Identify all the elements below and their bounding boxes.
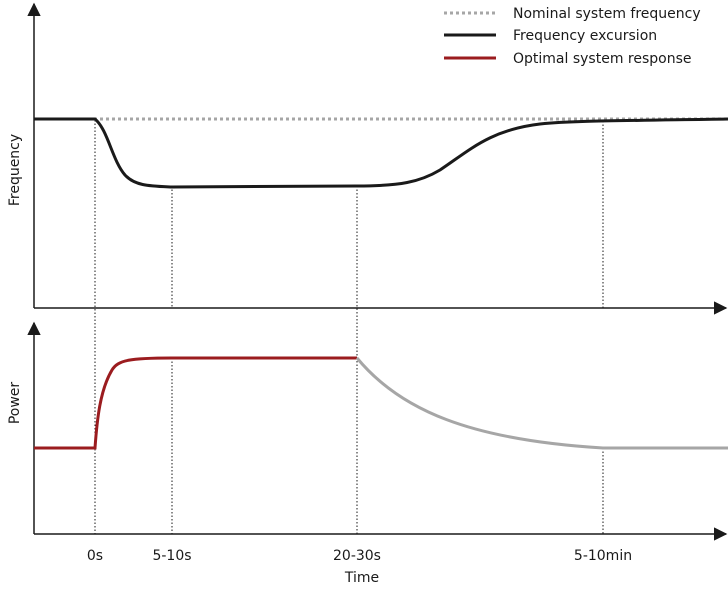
- legend-label-excursion: Frequency excursion: [513, 28, 657, 44]
- tick-label-5-10min: 5-10min: [574, 548, 632, 564]
- frequency-excursion-curve: [34, 117, 728, 189]
- legend: Nominal system frequency Frequency excur…: [444, 6, 701, 67]
- tick-label-20-30s: 20-30s: [333, 548, 381, 564]
- frequency-axis-label: Frequency: [7, 134, 23, 206]
- optimal-response-curve: [34, 356, 357, 450]
- tick-label-0s: 0s: [87, 548, 103, 564]
- time-axis-label: Time: [344, 570, 379, 586]
- legend-label-nominal: Nominal system frequency: [513, 6, 701, 22]
- legend-label-response: Optimal system response: [513, 51, 692, 67]
- tick-label-5-10s: 5-10s: [152, 548, 191, 564]
- power-axis-label: Power: [7, 382, 23, 425]
- power-decay-curve: [355, 357, 728, 450]
